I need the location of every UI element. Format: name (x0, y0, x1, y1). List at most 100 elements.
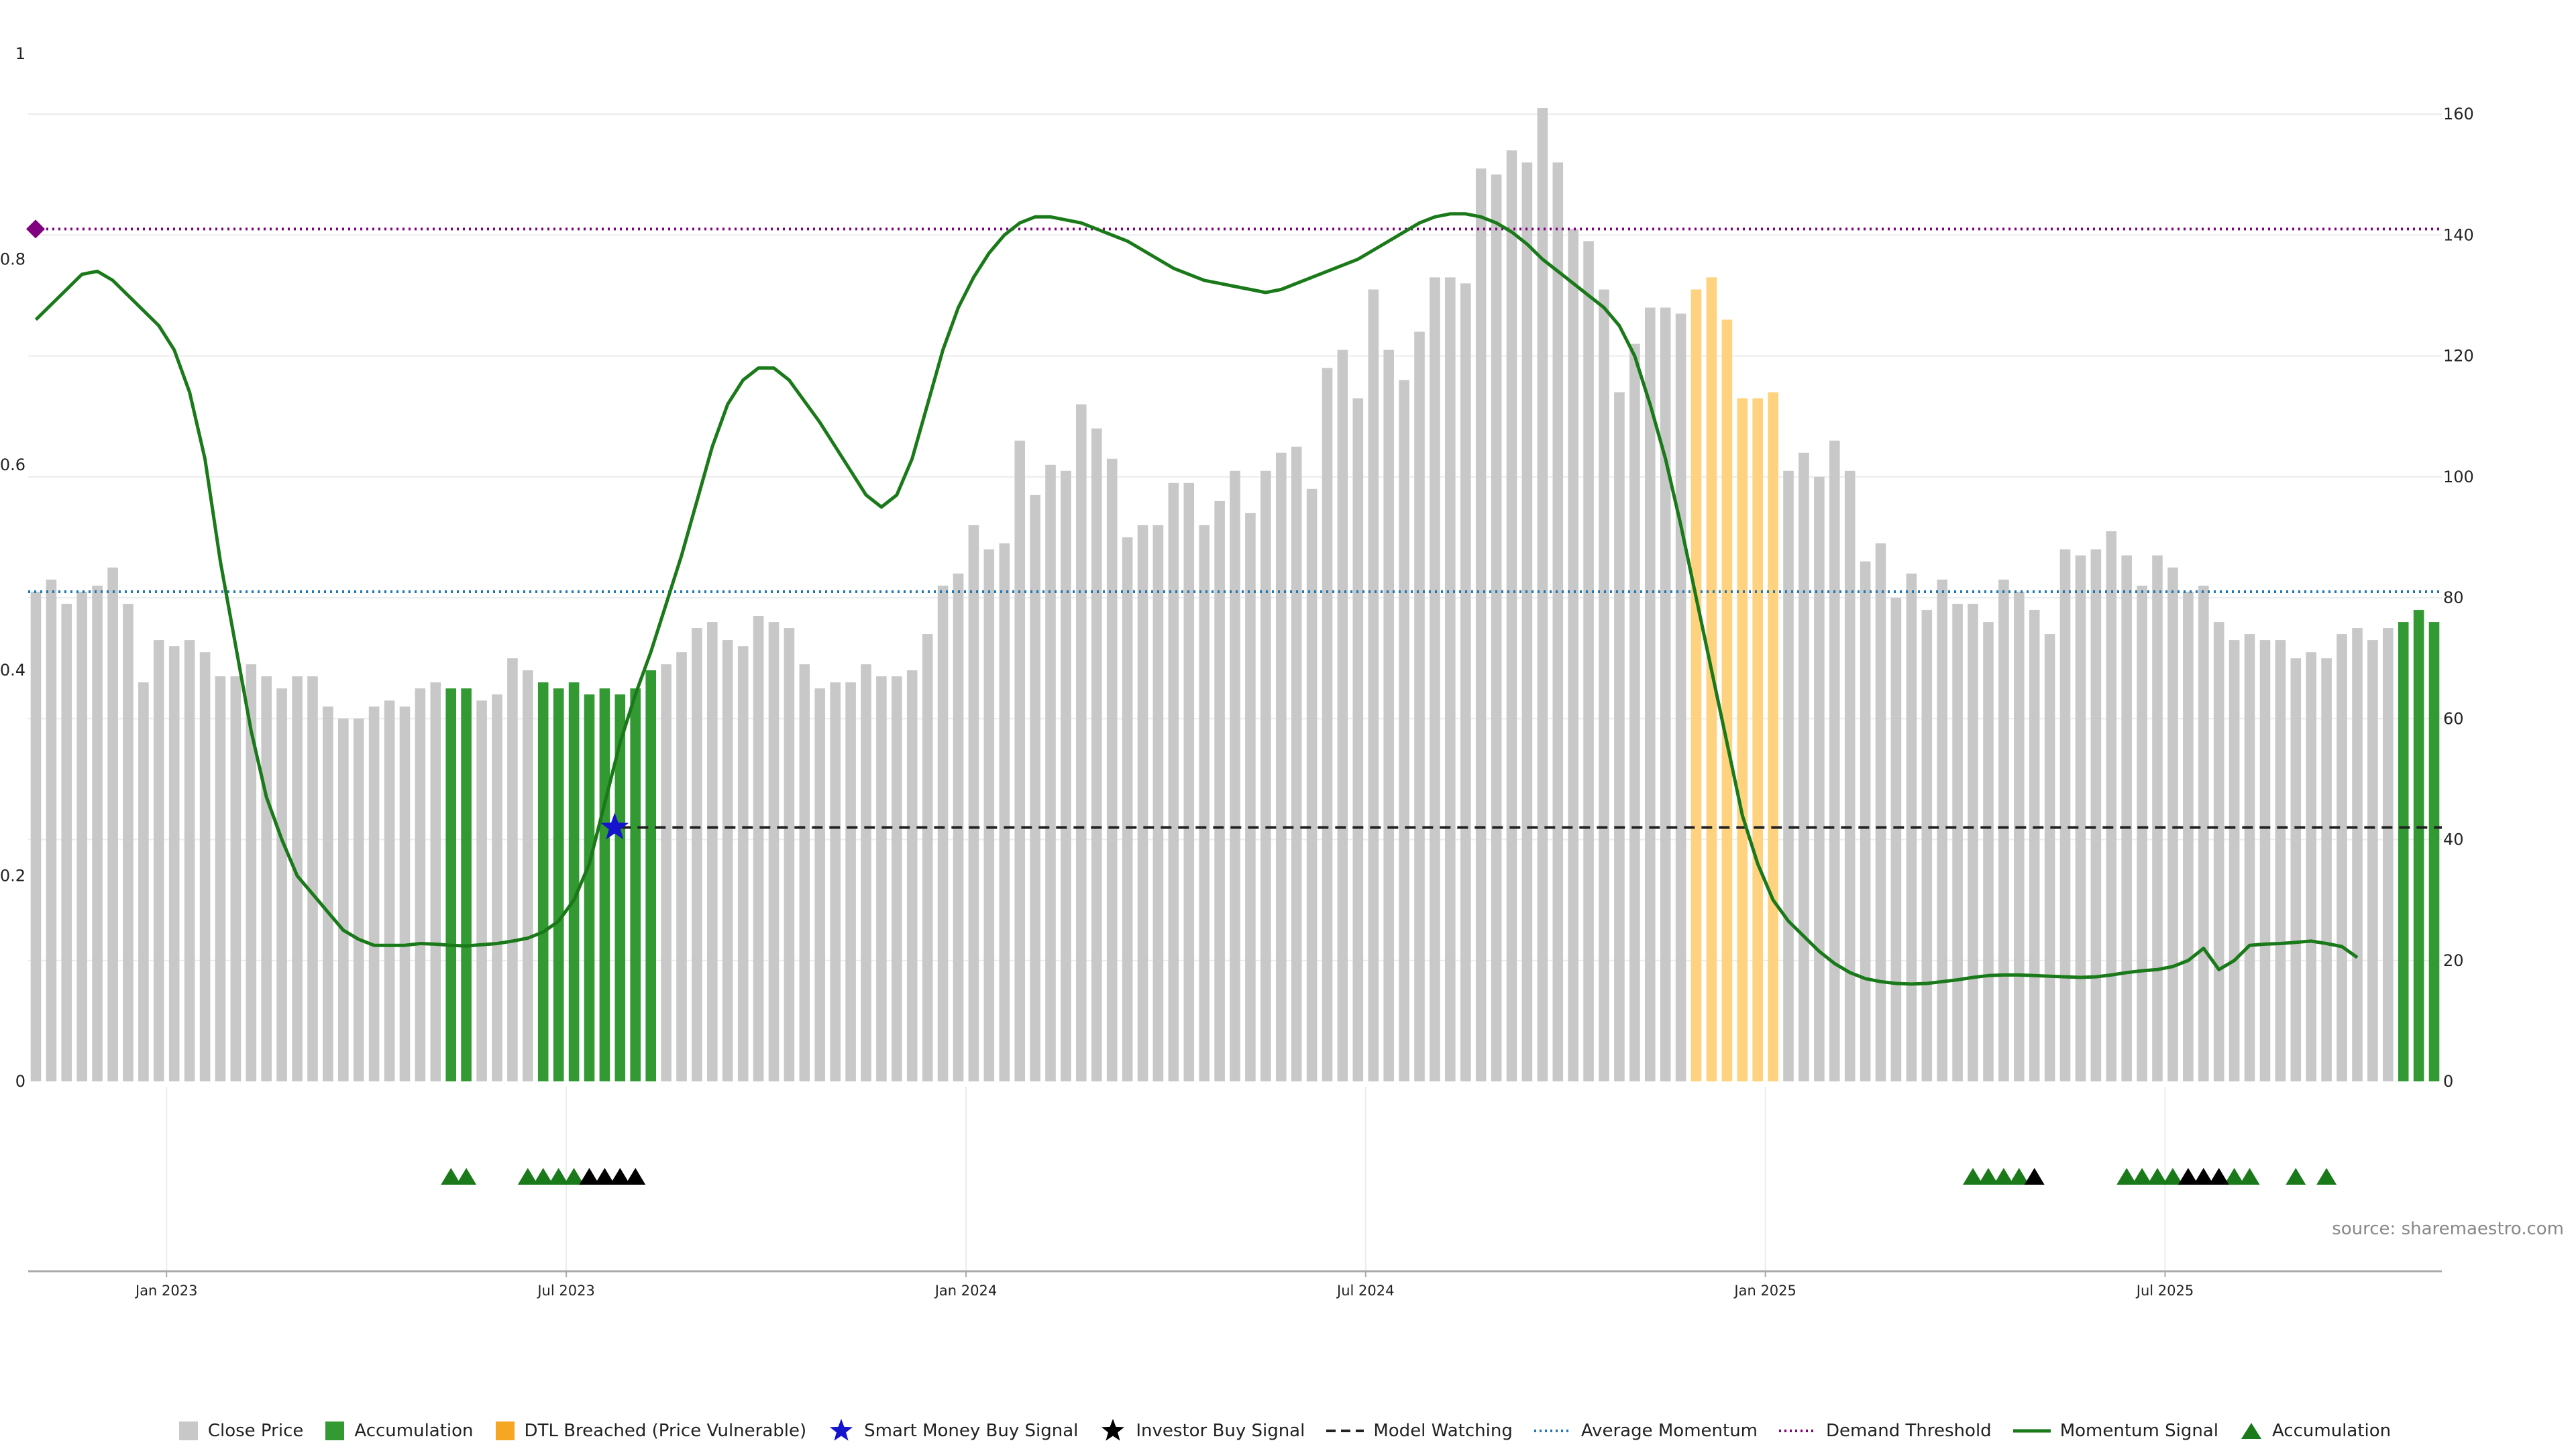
close-price-bar (1045, 464, 1056, 1081)
accumulation-marker (2286, 1168, 2306, 1185)
legend-label: Model Watching (1373, 1421, 1513, 1441)
investor-buy-marker (594, 1168, 615, 1185)
green-square-icon (325, 1421, 345, 1440)
close-price-bar (276, 688, 287, 1081)
accumulation-marker (456, 1168, 477, 1185)
close-price-bar (1491, 174, 1502, 1082)
right-axis-tick-label: 60 (2443, 709, 2464, 728)
accumulation-marker (2239, 1168, 2260, 1185)
close-price-bar (830, 682, 841, 1081)
accumulation-bar (2413, 610, 2424, 1081)
dtl-breached-bar (1706, 277, 1717, 1081)
close-price-bar (246, 664, 257, 1081)
investor-buy-marker (2193, 1168, 2214, 1185)
close-price-bar (1521, 162, 1533, 1082)
right-axis-tick-label: 120 (2443, 347, 2474, 366)
x-axis-tick-label: Jan 2023 (134, 1283, 198, 1299)
accumulation-marker (1963, 1168, 1984, 1185)
close-price-bar (1629, 343, 1640, 1081)
close-price-bar (692, 628, 702, 1081)
legend-label: Momentum Signal (2059, 1421, 2218, 1441)
accumulation-bar (537, 682, 549, 1081)
close-price-bar (2014, 592, 2025, 1081)
close-price-bar (722, 640, 733, 1081)
legend-item-accumulation: Accumulation (325, 1421, 474, 1441)
left-axis-tick-label: 0 (15, 1072, 25, 1091)
close-price-bar (415, 688, 426, 1081)
close-price-bar (2229, 640, 2240, 1081)
close-price-bar (215, 676, 226, 1081)
close-price-bar (1860, 561, 1871, 1081)
accumulation-bar (645, 670, 656, 1081)
close-price-bar (2367, 640, 2378, 1081)
close-price-bar (814, 688, 825, 1081)
legend-label: Accumulation (354, 1421, 474, 1441)
close-price-bar (1814, 476, 1825, 1081)
legend-item-close-price: Close Price (178, 1421, 303, 1441)
accumulation-bar (2428, 622, 2440, 1081)
close-price-bar (323, 706, 333, 1081)
green-line-icon (2012, 1429, 2051, 1433)
close-price-bar (430, 682, 441, 1081)
dtl-breached-bar (1768, 392, 1778, 1082)
close-price-bar (1430, 277, 1440, 1081)
close-price-bar (92, 586, 103, 1081)
close-price-bar (753, 616, 764, 1081)
accumulation-marker (1978, 1168, 1998, 1185)
accumulation-marker (2008, 1168, 2029, 1185)
signal-lines (28, 212, 2442, 986)
close-price-bar (46, 580, 57, 1081)
close-price-bar (2167, 568, 2178, 1081)
investor-buy-marker (2024, 1168, 2045, 1185)
black-star-icon (1102, 1419, 1125, 1441)
legend-item-smart-money: Smart Money Buy Signal (828, 1417, 1078, 1444)
legend-label: DTL Breached (Price Vulnerable) (524, 1421, 807, 1441)
legend-item-model-watching: Model Watching (1326, 1421, 1513, 1441)
close-price-bar (1291, 446, 1302, 1081)
close-price-bar (2321, 658, 2332, 1081)
accumulation-marker (2316, 1168, 2337, 1185)
investor-buy-marker (610, 1168, 631, 1185)
right-axis-tick-label: 0 (2443, 1072, 2453, 1091)
close-price-bar (2383, 628, 2394, 1081)
close-price-bar (230, 676, 241, 1081)
investor-buy-marker (625, 1168, 646, 1185)
close-price-bar (2152, 555, 2163, 1081)
close-price-bar (1599, 289, 1609, 1081)
close-price-bar (523, 670, 533, 1081)
close-price-bar (384, 700, 395, 1081)
dotted-purple-line-icon (1779, 1430, 1817, 1432)
close-price-bar (138, 682, 149, 1081)
close-price-bar (2121, 555, 2132, 1081)
close-price-bar (1152, 525, 1164, 1081)
accumulation-bar (584, 694, 595, 1081)
signal-markers (26, 219, 2337, 1185)
momentum-signal-line (34, 212, 2359, 986)
demand-threshold-marker (26, 219, 45, 239)
close-price-bar (2183, 592, 2194, 1081)
close-price-bar (1783, 470, 1794, 1081)
close-price-bar (476, 700, 487, 1081)
close-price-bar (1091, 428, 1102, 1081)
close-price-bar (2029, 610, 2040, 1081)
accumulation-bar (445, 688, 456, 1081)
accumulation-marker (2116, 1168, 2137, 1185)
close-price-bar (2198, 586, 2209, 1081)
accumulation-marker (533, 1168, 553, 1185)
close-price-bar (1014, 440, 1025, 1081)
close-price-bar (1506, 150, 1517, 1082)
close-price-bar (2137, 586, 2147, 1081)
left-axis-tick-label: 0.8 (0, 250, 25, 268)
close-price-bar (1137, 525, 1148, 1081)
close-price-bar (737, 646, 749, 1081)
close-price-bar (2059, 549, 2071, 1081)
close-price-bar (123, 604, 133, 1081)
accumulation-bar (2398, 622, 2409, 1081)
close-price-bar (1568, 229, 1578, 1081)
accumulation-bar (630, 688, 641, 1081)
close-price-bar (261, 676, 272, 1081)
close-price-bar (1844, 470, 1856, 1081)
axes: 0 0.2 0.4 0.6 0.8 1 0 20 40 60 80 100 120 140 160 Jan 2… (0, 44, 2474, 1299)
left-axis-tick-label: 0.6 (0, 455, 25, 474)
close-price-bar (983, 549, 995, 1081)
